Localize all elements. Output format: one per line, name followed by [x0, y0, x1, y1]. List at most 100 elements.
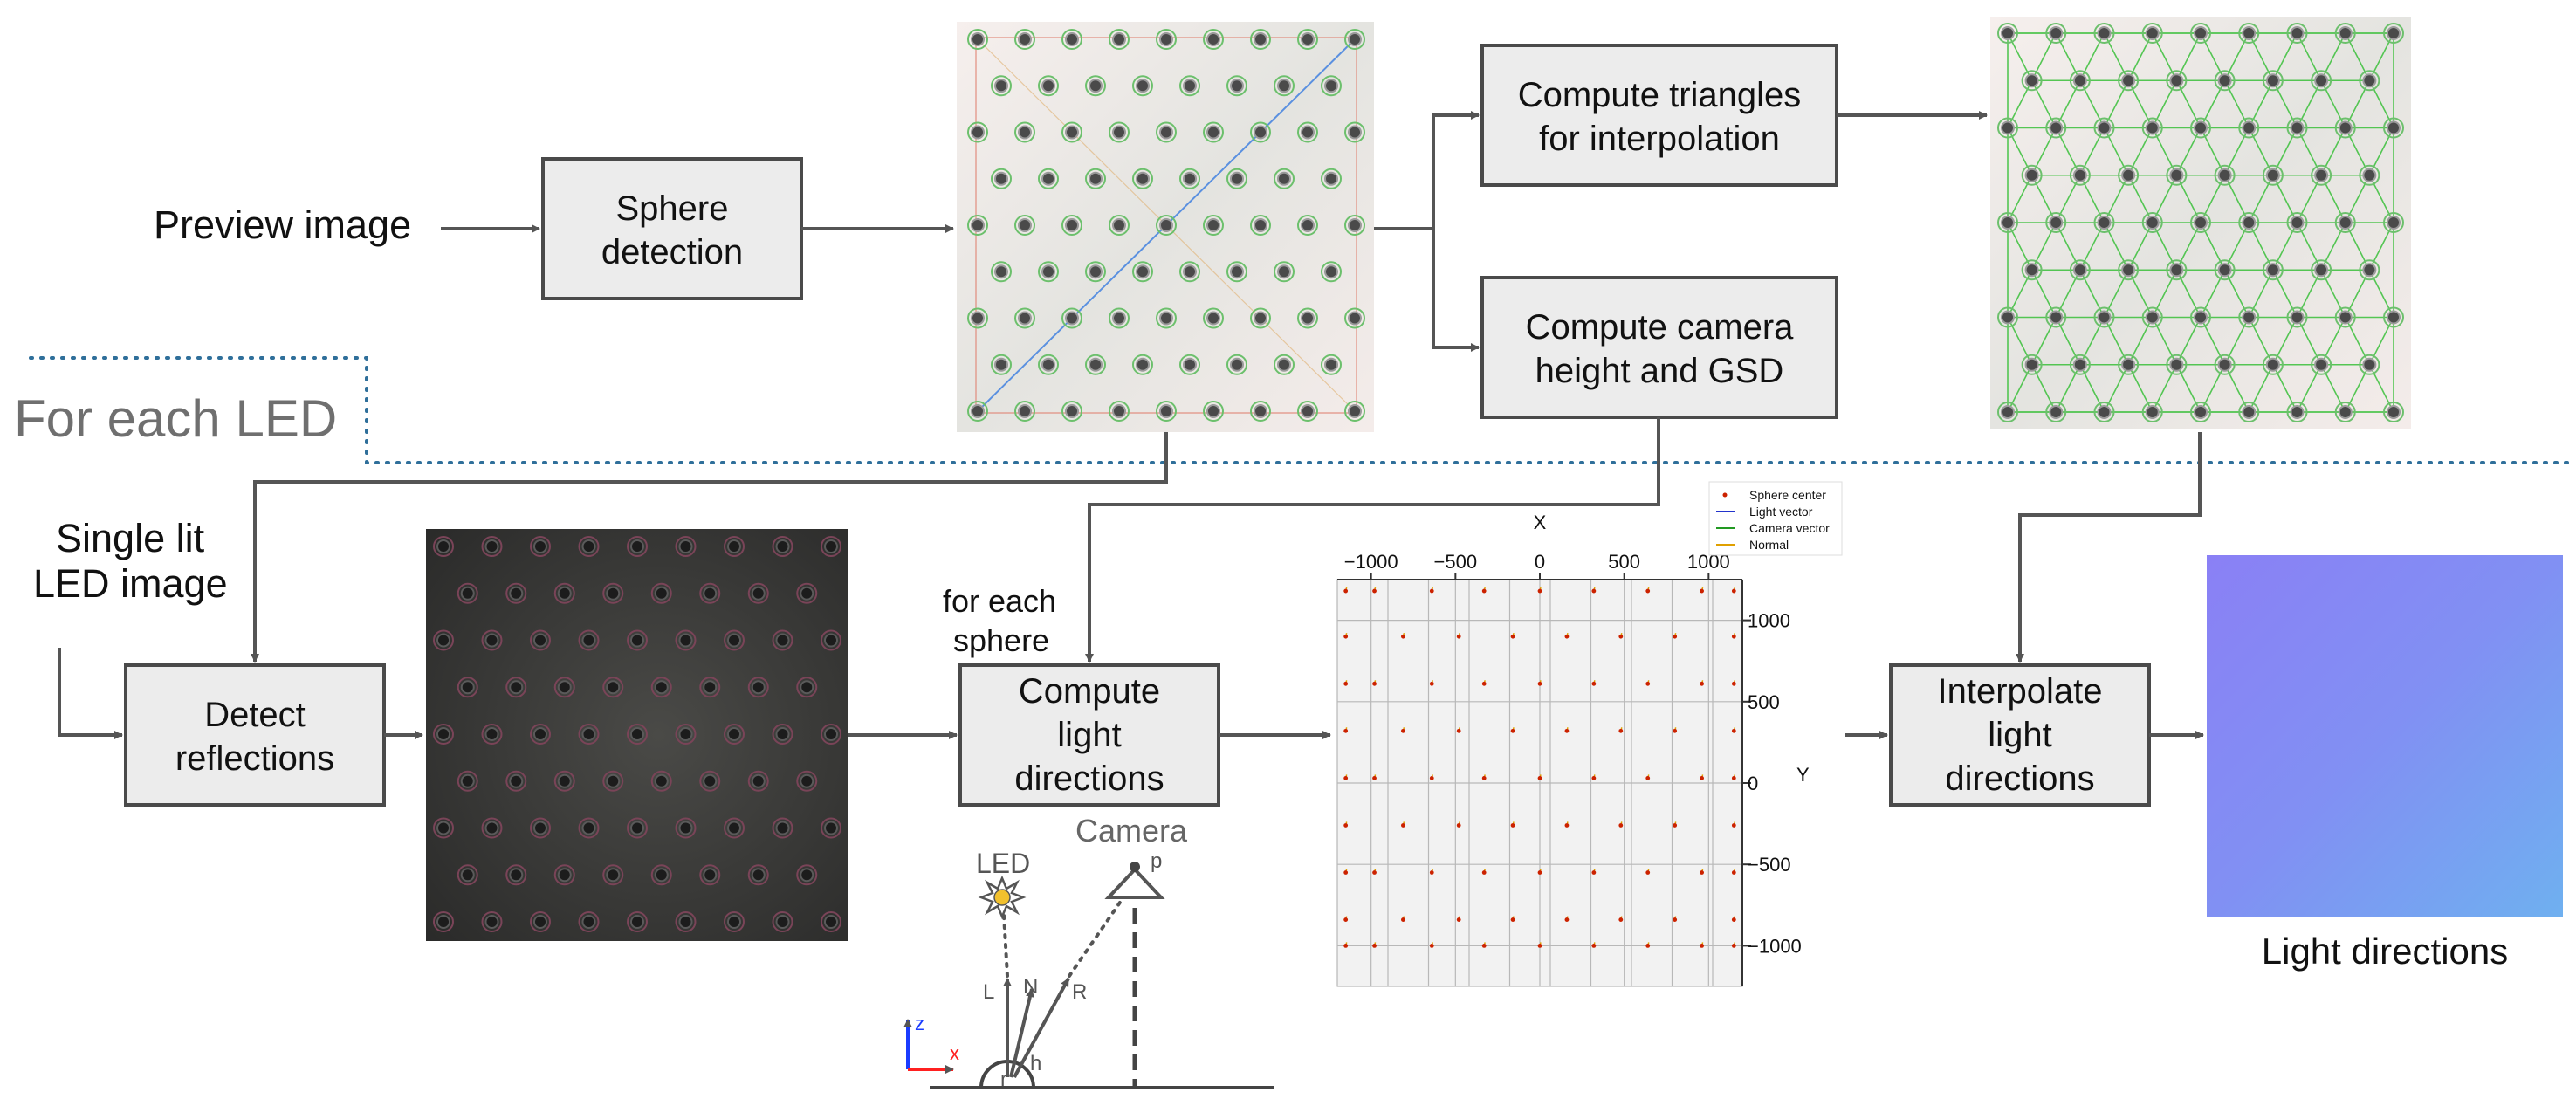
sphere-marker — [2286, 23, 2308, 44]
sphere-marker — [2045, 117, 2067, 139]
sphere-marker — [991, 261, 1012, 283]
sphere-marker — [1250, 121, 1271, 143]
sphere-marker — [675, 911, 697, 932]
sphere-marker — [1179, 354, 1200, 375]
sphere-marker — [2383, 306, 2404, 328]
chart-point — [1510, 727, 1515, 733]
h-label: h — [1030, 1052, 1041, 1075]
sphere-marker — [2141, 117, 2163, 139]
sphere-marker — [1203, 121, 1224, 143]
sphere-marker — [553, 582, 575, 604]
sphere-marker — [553, 677, 575, 698]
sphere-marker — [1344, 121, 1365, 143]
chart-point — [1731, 633, 1736, 639]
p-label: p — [1151, 849, 1162, 873]
triangulated-image — [1990, 17, 2411, 429]
sphere-marker — [2166, 164, 2188, 186]
sphere-marker — [2118, 164, 2140, 186]
chart-point — [1645, 587, 1651, 594]
compute-camera-line2: height and GSD — [1535, 352, 1784, 390]
led-dotted-line — [1002, 913, 1009, 978]
N-label: N — [1023, 975, 1038, 999]
chart-point — [1564, 821, 1570, 828]
chart-point — [1731, 587, 1736, 594]
legend-entry: Light vector — [1749, 505, 1813, 519]
for-each-sphere-label-2: sphere — [953, 622, 1049, 658]
led-label: LED — [976, 848, 1030, 879]
sphere-marker — [699, 677, 721, 698]
preview-image-label: Preview image — [154, 203, 411, 247]
sphere-marker — [991, 168, 1012, 189]
x-axis-label: x — [950, 1042, 959, 1064]
sphere-marker — [650, 770, 672, 792]
sphere-marker — [1274, 261, 1295, 283]
sphere-marker — [1085, 75, 1106, 97]
sphere-marker — [578, 817, 600, 839]
chart-point — [1537, 942, 1542, 948]
chart-point — [1372, 587, 1377, 594]
sphere-marker — [2359, 259, 2380, 281]
sphere-marker — [627, 724, 648, 745]
chart-point — [1731, 916, 1736, 922]
chart-point — [1401, 916, 1405, 922]
sphere-marker — [2093, 306, 2115, 328]
sphere-marker — [2359, 164, 2380, 186]
chart-point — [1700, 869, 1704, 875]
sphere-marker — [967, 401, 988, 422]
chart-point — [1645, 942, 1651, 948]
chart-point — [1673, 727, 1678, 733]
sphere-marker — [821, 629, 841, 651]
chart-point — [1700, 774, 1704, 780]
chart-point — [1343, 869, 1349, 875]
interpolate-line1: Interpolate — [1937, 672, 2102, 711]
sphere-marker — [2093, 402, 2115, 422]
sphere-marker — [530, 911, 551, 932]
sphere-marker — [1179, 261, 1200, 283]
sphere-marker — [1156, 215, 1177, 236]
sphere-marker — [2069, 259, 2091, 281]
chart-y-tick-label: −500 — [1748, 854, 1791, 876]
sphere-marker — [2238, 402, 2260, 422]
sphere-marker — [2262, 70, 2284, 92]
sphere-marker — [505, 770, 527, 792]
sphere-marker — [1038, 261, 1059, 283]
sphere-marker — [433, 629, 454, 651]
chart-y-tick-label: −1000 — [1748, 935, 1802, 957]
sphere-marker — [796, 770, 818, 792]
z-axis-label: z — [915, 1013, 924, 1034]
sphere-marker — [1061, 121, 1082, 143]
chart-legend: Sphere center Light vector Camera vector No… — [1708, 481, 1843, 556]
sphere-marker — [505, 864, 527, 886]
sphere-marker — [1344, 307, 1365, 329]
sphere-marker — [2166, 259, 2188, 281]
sphere-marker — [1250, 29, 1271, 50]
single-lit-label-1: Single lit — [56, 516, 205, 560]
sphere-marker — [1344, 401, 1365, 422]
sphere-marker — [1203, 29, 1224, 50]
sphere-marker — [699, 770, 721, 792]
light-directions-map — [2207, 555, 2563, 917]
chart-point — [1731, 680, 1736, 686]
sphere-marker — [627, 629, 648, 651]
sphere-marker — [1250, 215, 1271, 236]
sphere-marker — [457, 770, 478, 792]
interpolate-line3: directions — [1945, 759, 2094, 798]
sphere-marker — [991, 354, 1012, 375]
sphere-marker — [650, 582, 672, 604]
sphere-marker — [772, 911, 793, 932]
sphere-marker — [433, 536, 454, 557]
chart-point — [1429, 774, 1434, 780]
sphere-marker — [481, 724, 503, 745]
interpolate-light-directions-box: Interpolate light directions — [1889, 663, 2151, 807]
sphere-marker — [2359, 70, 2380, 92]
sphere-marker — [1014, 401, 1035, 422]
sphere-detection-line2: detection — [601, 233, 743, 271]
chart-point — [1343, 942, 1349, 948]
sphere-marker — [1344, 29, 1365, 50]
sphere-marker — [2334, 306, 2356, 328]
sphere-marker — [1109, 215, 1130, 236]
sphere-marker — [2311, 259, 2332, 281]
sphere-detection-box: Sphere detection — [541, 157, 803, 300]
sphere-marker — [2359, 354, 2380, 375]
